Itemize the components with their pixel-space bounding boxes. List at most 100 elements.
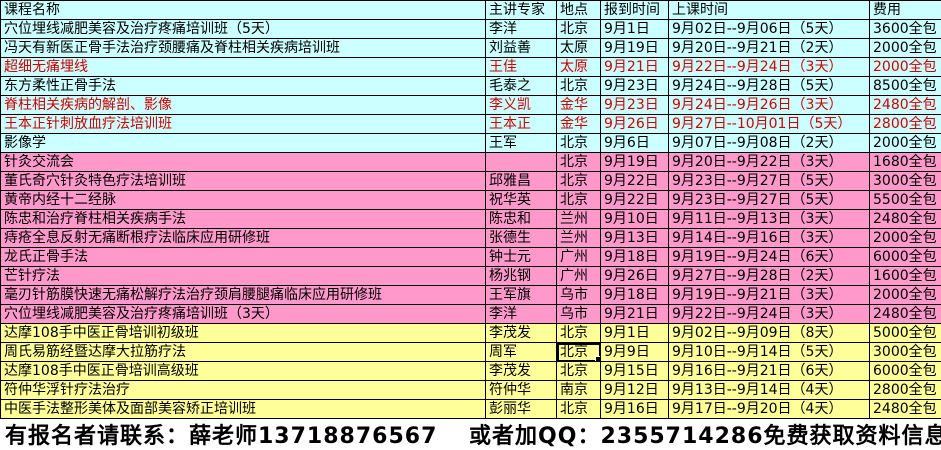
cell-class-dates[interactable]: 9月24日--9月28日（5天） xyxy=(669,77,870,96)
cell-expert[interactable]: 王军 xyxy=(486,134,557,153)
cell-course-name[interactable]: 龙氏正骨手法 xyxy=(1,248,486,267)
cell-expert[interactable]: 王军旗 xyxy=(486,286,557,305)
cell-report-date[interactable]: 9月22日 xyxy=(601,191,669,210)
header-course-name[interactable]: 课程名称 xyxy=(1,1,486,20)
table-row[interactable]: 周氏易筋经暨达摩大拉筋疗法 周军 北京 9月9日 9月10日--9月14日（5天… xyxy=(1,343,941,362)
table-row[interactable]: 毫刃针筋膜快速无痛松解疗法治疗颈肩腰腿痛临床应用研修班 王军旗 乌市 9月18日… xyxy=(1,286,941,305)
cell-fee[interactable]: 3600全包 xyxy=(870,20,941,39)
table-row[interactable]: 芒针疗法 杨兆钢 广州 9月26日 9月27日--9月28日（2天） 1600全… xyxy=(1,267,941,286)
cell-location[interactable]: 乌市 xyxy=(557,305,601,324)
table-row[interactable]: 痔疮全息反射无痛断根疗法临床应用研修班 张德生 兰州 9月13日 9月14日--… xyxy=(1,229,941,248)
cell-fee[interactable]: 3000全包 xyxy=(870,172,941,191)
cell-class-dates[interactable]: 9月02日--9月09日（8天） xyxy=(669,324,870,343)
cell-class-dates[interactable]: 9月11日--9月13日（3天） xyxy=(669,210,870,229)
table-row[interactable]: 针灸交流会 北京 9月19日 9月20日--9月22日（3天） 1680全包 xyxy=(1,153,941,172)
cell-location[interactable]: 兰州 xyxy=(557,210,601,229)
cell-report-date[interactable]: 9月16日 xyxy=(601,400,669,419)
cell-fee[interactable]: 8500全包 xyxy=(870,77,941,96)
cell-report-date[interactable]: 9月23日 xyxy=(601,96,669,115)
cell-location[interactable]: 广州 xyxy=(557,267,601,286)
cell-fee[interactable]: 2480全包 xyxy=(870,305,941,324)
cell-course-name[interactable]: 痔疮全息反射无痛断根疗法临床应用研修班 xyxy=(1,229,486,248)
cell-class-dates[interactable]: 9月23日--9月27日（5天） xyxy=(669,191,870,210)
cell-fee[interactable]: 2000全包 xyxy=(870,58,941,77)
cell-fee[interactable]: 2000全包 xyxy=(870,134,941,153)
cell-report-date[interactable]: 9月26日 xyxy=(601,115,669,134)
cell-course-name[interactable]: 中医手法整形美体及面部美容矫正培训班 xyxy=(1,400,486,419)
cell-report-date[interactable]: 9月18日 xyxy=(601,248,669,267)
cell-expert[interactable]: 彭丽华 xyxy=(486,400,557,419)
cell-report-date[interactable]: 9月21日 xyxy=(601,305,669,324)
cell-location[interactable]: 北京 xyxy=(557,343,601,362)
cell-fee[interactable]: 2480全包 xyxy=(870,400,941,419)
cell-expert[interactable]: 王佳 xyxy=(486,58,557,77)
cell-class-dates[interactable]: 9月10日--9月14日（5天） xyxy=(669,343,870,362)
table-row[interactable]: 中医手法整形美体及面部美容矫正培训班 彭丽华 北京 9月16日 9月17日--9… xyxy=(1,400,941,419)
cell-course-name[interactable]: 穴位埋线减肥美容及治疗疼痛培训班（5天） xyxy=(1,20,486,39)
cell-expert[interactable]: 李洋 xyxy=(486,20,557,39)
table-row[interactable]: 黄帝内经十二经脉 祝华英 北京 9月22日 9月23日--9月27日（5天） 5… xyxy=(1,191,941,210)
cell-course-name[interactable]: 达摩108手中医正骨培训初级班 xyxy=(1,324,486,343)
cell-course-name[interactable]: 周氏易筋经暨达摩大拉筋疗法 xyxy=(1,343,486,362)
cell-class-dates[interactable]: 9月27日--10月01日（5天） xyxy=(669,115,870,134)
cell-report-date[interactable]: 9月12日 xyxy=(601,381,669,400)
table-row[interactable]: 脊柱相关疾病的解剖、影像 李义凯 金华 9月23日 9月24日--9月26日（3… xyxy=(1,96,941,115)
header-fee[interactable]: 费用 xyxy=(870,1,941,20)
header-expert[interactable]: 主讲专家 xyxy=(486,1,557,20)
cell-class-dates[interactable]: 9月07日--9月08日（2天） xyxy=(669,134,870,153)
cell-report-date[interactable]: 9月1日 xyxy=(601,20,669,39)
table-row[interactable]: 陈忠和治疗脊柱相关疾病手法 陈忠和 兰州 9月10日 9月11日--9月13日（… xyxy=(1,210,941,229)
cell-class-dates[interactable]: 9月16日--9月21日（6天） xyxy=(669,362,870,381)
cell-location[interactable]: 北京 xyxy=(557,20,601,39)
cell-class-dates[interactable]: 9月20日--9月22日（3天） xyxy=(669,153,870,172)
cell-course-name[interactable]: 陈忠和治疗脊柱相关疾病手法 xyxy=(1,210,486,229)
cell-course-name[interactable]: 符仲华浮针疗法治疗 xyxy=(1,381,486,400)
cell-expert[interactable]: 李洋 xyxy=(486,305,557,324)
cell-fee[interactable]: 1680全包 xyxy=(870,153,941,172)
cell-fee[interactable]: 5500全包 xyxy=(870,191,941,210)
cell-expert[interactable]: 毛泰之 xyxy=(486,77,557,96)
cell-course-name[interactable]: 毫刃针筋膜快速无痛松解疗法治疗颈肩腰腿痛临床应用研修班 xyxy=(1,286,486,305)
cell-fee[interactable]: 6000全包 xyxy=(870,362,941,381)
cell-course-name[interactable]: 超细无痛埋线 xyxy=(1,58,486,77)
cell-location[interactable]: 北京 xyxy=(557,153,601,172)
table-row[interactable]: 董氏奇穴针灸特色疗法培训班 邱雅昌 北京 9月22日 9月23日--9月27日（… xyxy=(1,172,941,191)
cell-location[interactable]: 太原 xyxy=(557,39,601,58)
table-row[interactable]: 穴位埋线减肥美容及治疗疼痛培训班（5天） 李洋 北京 9月1日 9月02日--9… xyxy=(1,20,941,39)
table-row[interactable]: 超细无痛埋线 王佳 太原 9月21日 9月22日--9月24日（3天） 2000… xyxy=(1,58,941,77)
cell-report-date[interactable]: 9月6日 xyxy=(601,134,669,153)
cell-course-name[interactable]: 芒针疗法 xyxy=(1,267,486,286)
cell-class-dates[interactable]: 9月02日--9月06日（5天） xyxy=(669,20,870,39)
cell-course-name[interactable]: 穴位埋线减肥美容及治疗疼痛培训班（3天） xyxy=(1,305,486,324)
table-row[interactable]: 符仲华浮针疗法治疗 符仲华 南京 9月12日 9月13日--9月14日（4天） … xyxy=(1,381,941,400)
cell-class-dates[interactable]: 9月19日--9月21日（3天） xyxy=(669,286,870,305)
cell-expert[interactable]: 邱雅昌 xyxy=(486,172,557,191)
table-row[interactable]: 冯天有新医正骨手法治疗颈腰痛及脊柱相关疾病培训班 刘益善 太原 9月19日 9月… xyxy=(1,39,941,58)
cell-course-name[interactable]: 黄帝内经十二经脉 xyxy=(1,191,486,210)
cell-expert[interactable]: 符仲华 xyxy=(486,381,557,400)
cell-report-date[interactable]: 9月21日 xyxy=(601,58,669,77)
cell-class-dates[interactable]: 9月27日--9月28日（2天） xyxy=(669,267,870,286)
cell-report-date[interactable]: 9月1日 xyxy=(601,324,669,343)
cell-class-dates[interactable]: 9月22日--9月24日（3天） xyxy=(669,305,870,324)
cell-course-name[interactable]: 影像学 xyxy=(1,134,486,153)
cell-location[interactable]: 北京 xyxy=(557,324,601,343)
cell-location[interactable]: 北京 xyxy=(557,191,601,210)
cell-expert[interactable]: 祝华英 xyxy=(486,191,557,210)
cell-location[interactable]: 广州 xyxy=(557,248,601,267)
cell-fee[interactable]: 3000全包 xyxy=(870,343,941,362)
cell-location[interactable]: 乌市 xyxy=(557,286,601,305)
cell-class-dates[interactable]: 9月22日--9月24日（3天） xyxy=(669,58,870,77)
cell-report-date[interactable]: 9月18日 xyxy=(601,286,669,305)
cell-location[interactable]: 北京 xyxy=(557,400,601,419)
cell-report-date[interactable]: 9月19日 xyxy=(601,39,669,58)
cell-course-name[interactable]: 达摩108手中医正骨培训高级班 xyxy=(1,362,486,381)
cell-location[interactable]: 北京 xyxy=(557,172,601,191)
cell-expert[interactable]: 张德生 xyxy=(486,229,557,248)
cell-fee[interactable]: 2800全包 xyxy=(870,381,941,400)
cell-report-date[interactable]: 9月26日 xyxy=(601,267,669,286)
cell-expert[interactable]: 李茂发 xyxy=(486,362,557,381)
header-report-time[interactable]: 报到时间 xyxy=(601,1,669,20)
cell-fee[interactable]: 1600全包 xyxy=(870,267,941,286)
cell-course-name[interactable]: 冯天有新医正骨手法治疗颈腰痛及脊柱相关疾病培训班 xyxy=(1,39,486,58)
